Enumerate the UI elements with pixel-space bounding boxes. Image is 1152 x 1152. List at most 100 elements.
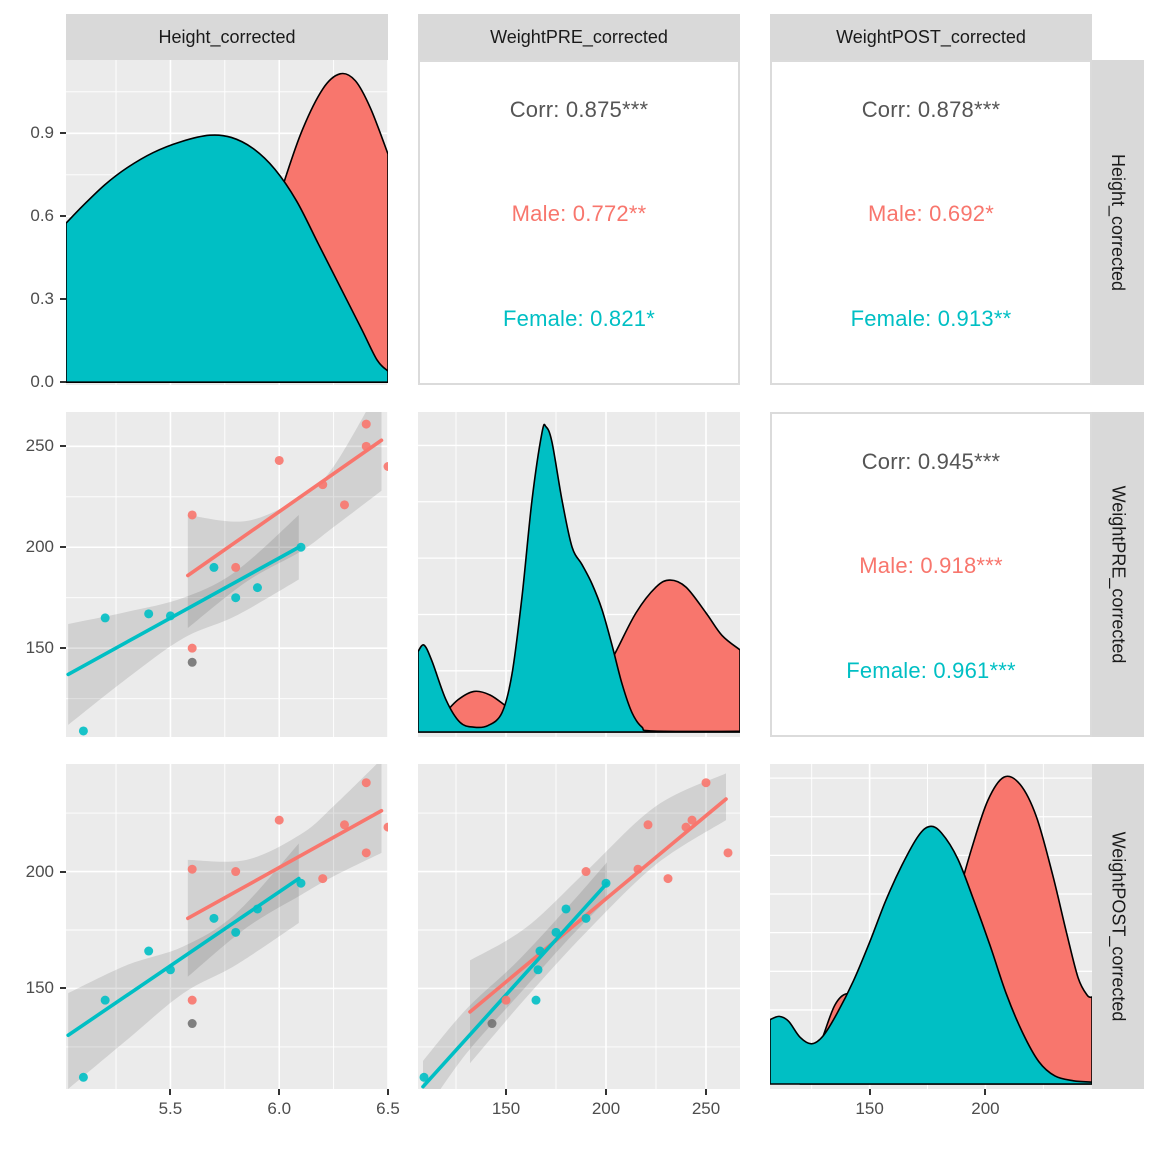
data-point (487, 1019, 497, 1029)
smooth-line-female (66, 545, 301, 677)
strip-label-right-weightpre: WeightPRE_corrected (1092, 412, 1144, 737)
confidence-ribbon-male (470, 773, 726, 1064)
strip-label-top-weightpost: WeightPOST_corrected (770, 14, 1092, 60)
data-point (231, 562, 241, 572)
x-axis-tick-label: 6.0 (267, 1099, 292, 1118)
y-axis-tick (60, 546, 66, 549)
y-axis-tick-label: 0.9 (30, 123, 54, 143)
data-point (252, 904, 262, 914)
x-axis-tick-label: 5.5 (158, 1099, 183, 1118)
points-male (187, 419, 388, 653)
panel-correlation-r0c2: Corr: 0.878*** Male: 0.692* Female: 0.913*… (770, 60, 1092, 385)
y-axis-tick (60, 987, 66, 990)
correlation-male: Male: 0.918*** (859, 553, 1003, 579)
data-point (501, 995, 511, 1005)
points-other (187, 657, 197, 667)
data-point (535, 946, 545, 956)
correlation-female: Female: 0.961*** (846, 657, 1016, 683)
data-point (100, 613, 110, 623)
strip-label-text: WeightPOST_corrected (836, 26, 1026, 47)
data-point (643, 820, 653, 830)
x-axis-tick (868, 1089, 871, 1095)
y-axis-tick (60, 298, 66, 301)
points-male (501, 778, 733, 1005)
data-point (339, 820, 349, 830)
confidence-ribbon-male (187, 764, 382, 977)
confidence-ribbon-female (68, 843, 299, 1089)
y-axis-tick-label: 200 (25, 861, 54, 881)
confidence-ribbon-female (68, 514, 299, 725)
strip-label-text: Height_corrected (158, 26, 296, 47)
x-axis-tick (984, 1089, 987, 1095)
data-point (296, 542, 306, 552)
panel-scatter-r2c0 (66, 764, 388, 1089)
panel-content (418, 423, 740, 733)
y-axis-tick-label: 0.0 (30, 372, 54, 392)
strip-label-text: WeightPOST_corrected (1108, 831, 1129, 1022)
data-point (231, 867, 241, 877)
strip-label-text: Height_corrected (1108, 153, 1129, 292)
data-point (687, 815, 697, 825)
data-point (681, 822, 691, 832)
correlation-overall: Corr: 0.945*** (861, 449, 1001, 475)
y-axis-tick (60, 215, 66, 218)
data-point (187, 1019, 197, 1029)
data-point (78, 1072, 88, 1082)
smooth-line-male (468, 797, 728, 1014)
density-curve-female (770, 825, 1092, 1085)
strip-label-text: WeightPRE_corrected (1108, 485, 1129, 664)
data-point (633, 864, 643, 874)
data-point (551, 927, 561, 937)
correlation-overall: Corr: 0.875*** (509, 97, 649, 123)
smooth-line-male (186, 438, 384, 578)
y-axis-tick (60, 381, 66, 384)
data-point (581, 913, 591, 923)
data-point (318, 874, 328, 884)
data-point (383, 822, 388, 832)
data-point (296, 878, 306, 888)
confidence-ribbon-male (187, 412, 382, 628)
data-point (561, 904, 571, 914)
data-point (209, 913, 219, 923)
x-axis-tick-label: 200 (591, 1099, 621, 1118)
data-point (165, 611, 175, 621)
data-point (581, 867, 591, 877)
data-point (419, 1072, 429, 1082)
panel-scatter-r2c1 (418, 764, 740, 1089)
data-point (144, 946, 154, 956)
y-axis-tick-label: 0.6 (30, 206, 54, 226)
data-point (318, 480, 328, 490)
data-point (187, 510, 197, 520)
points-female (78, 878, 306, 1082)
x-axis-tick-label: 250 (691, 1099, 721, 1118)
panel-density-r0c0 (66, 60, 388, 385)
y-axis-tick-label: 250 (25, 436, 54, 456)
y-axis-tick (60, 647, 66, 650)
x-axis-tick-label: 150 (855, 1099, 884, 1118)
smooth-line-male (186, 808, 384, 921)
panel-content (66, 764, 388, 1089)
x-axis-tick-label: 6.5 (376, 1099, 400, 1118)
data-point (187, 643, 197, 653)
y-axis-tick (60, 445, 66, 448)
data-point (601, 878, 611, 888)
correlation-male: Male: 0.772** (511, 201, 647, 227)
x-axis-tick (278, 1089, 281, 1095)
data-point (78, 726, 88, 736)
y-axis-tick (60, 132, 66, 135)
strip-label-top-weightpre: WeightPRE_corrected (418, 14, 740, 60)
y-axis-tick-label: 200 (25, 537, 54, 557)
strip-label-text: WeightPRE_corrected (490, 26, 668, 47)
correlation-male: Male: 0.692* (868, 201, 994, 227)
panel-content (66, 72, 388, 384)
panel-correlation-r1c2: Corr: 0.945*** Male: 0.918*** Female: 0.96… (770, 412, 1092, 737)
data-point (274, 815, 284, 825)
panel-correlation-r0c1: Corr: 0.875*** Male: 0.772** Female: 0.821… (418, 60, 740, 385)
panel-content (770, 775, 1092, 1085)
data-point (231, 593, 241, 603)
correlation-female: Female: 0.913** (850, 305, 1012, 331)
density-curve-female (66, 134, 388, 384)
data-point (339, 500, 349, 510)
strip-label-top-height: Height_corrected (66, 14, 388, 60)
